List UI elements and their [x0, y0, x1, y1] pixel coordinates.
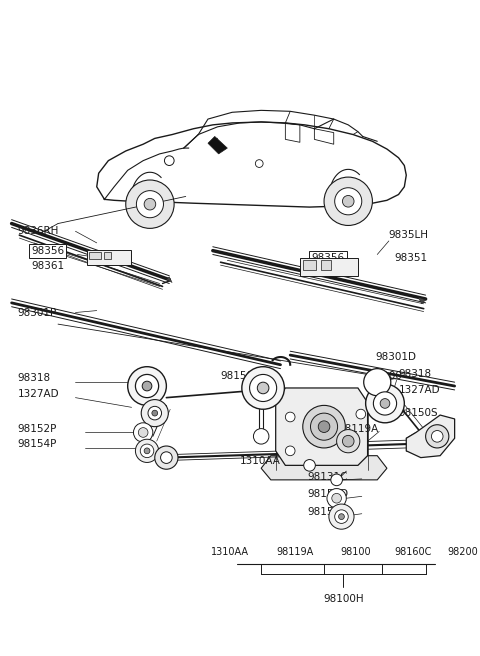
Circle shape [141, 400, 168, 426]
Circle shape [148, 406, 162, 420]
Text: 9835LH: 9835LH [389, 230, 429, 240]
Circle shape [311, 413, 337, 440]
Polygon shape [167, 277, 172, 283]
Bar [104, 252, 111, 259]
Circle shape [242, 367, 284, 409]
Text: 98150S: 98150S [398, 408, 438, 418]
Polygon shape [276, 388, 368, 465]
Text: 98119A: 98119A [276, 547, 314, 558]
Text: 98160C: 98160C [395, 547, 432, 558]
Polygon shape [208, 136, 228, 154]
Circle shape [338, 514, 344, 520]
Circle shape [342, 436, 354, 447]
Text: 98100: 98100 [370, 371, 402, 381]
Circle shape [329, 504, 354, 529]
Polygon shape [261, 456, 387, 480]
Text: 98356: 98356 [31, 245, 64, 256]
Text: 1310AA: 1310AA [240, 457, 281, 466]
Text: 98154D: 98154D [308, 507, 349, 517]
Text: 98131C: 98131C [308, 472, 348, 482]
Bar [303, 260, 316, 270]
Circle shape [380, 399, 390, 408]
Circle shape [324, 177, 372, 226]
Text: 98301P: 98301P [17, 308, 57, 318]
Circle shape [128, 367, 167, 405]
Circle shape [331, 474, 342, 485]
Text: 98119A: 98119A [338, 424, 379, 434]
Circle shape [136, 191, 164, 218]
Bar [321, 260, 331, 270]
Circle shape [327, 489, 346, 508]
Circle shape [257, 382, 269, 394]
Text: 98318: 98318 [17, 373, 50, 383]
Circle shape [318, 421, 330, 432]
Text: 98154P: 98154P [17, 439, 57, 449]
Text: 98318: 98318 [398, 369, 432, 379]
Circle shape [285, 412, 295, 422]
Text: 98100H: 98100H [323, 594, 364, 604]
Circle shape [255, 159, 263, 167]
Polygon shape [406, 415, 455, 458]
Circle shape [135, 440, 158, 462]
Text: 98361: 98361 [31, 261, 64, 271]
Circle shape [335, 188, 362, 215]
Circle shape [432, 430, 443, 442]
Circle shape [135, 375, 158, 398]
Circle shape [165, 156, 174, 165]
Circle shape [356, 409, 366, 419]
Text: 1327AD: 1327AD [17, 389, 59, 399]
Text: 9836RH: 9836RH [17, 226, 59, 236]
Circle shape [336, 430, 360, 453]
Circle shape [133, 423, 153, 442]
Circle shape [155, 446, 178, 469]
Circle shape [285, 446, 295, 456]
Text: 98351: 98351 [395, 253, 428, 263]
Circle shape [138, 428, 148, 438]
Circle shape [140, 444, 154, 458]
Circle shape [373, 392, 396, 415]
Circle shape [332, 493, 341, 503]
Circle shape [304, 460, 315, 471]
Circle shape [126, 180, 174, 228]
Text: 98301D: 98301D [375, 352, 416, 362]
Circle shape [144, 198, 156, 210]
Text: 1327AD: 1327AD [398, 385, 440, 395]
Circle shape [253, 428, 269, 444]
Text: 98150S: 98150S [220, 371, 260, 381]
Bar [300, 258, 358, 276]
Text: 98356: 98356 [312, 253, 345, 263]
Circle shape [364, 369, 391, 396]
Circle shape [161, 452, 172, 463]
Circle shape [250, 375, 276, 401]
Circle shape [142, 381, 152, 391]
Circle shape [303, 405, 345, 448]
Bar [87, 250, 131, 265]
Circle shape [366, 384, 404, 423]
Bar [89, 252, 101, 259]
Text: 98152D: 98152D [308, 489, 349, 499]
Text: 98200: 98200 [447, 547, 478, 558]
Circle shape [426, 424, 449, 448]
Circle shape [144, 448, 150, 454]
Circle shape [335, 510, 348, 523]
Circle shape [152, 410, 157, 416]
Polygon shape [418, 297, 426, 304]
Text: 1310AA: 1310AA [211, 547, 249, 558]
Circle shape [342, 195, 354, 207]
Text: 98100: 98100 [340, 547, 371, 558]
Text: 98152P: 98152P [17, 424, 57, 434]
